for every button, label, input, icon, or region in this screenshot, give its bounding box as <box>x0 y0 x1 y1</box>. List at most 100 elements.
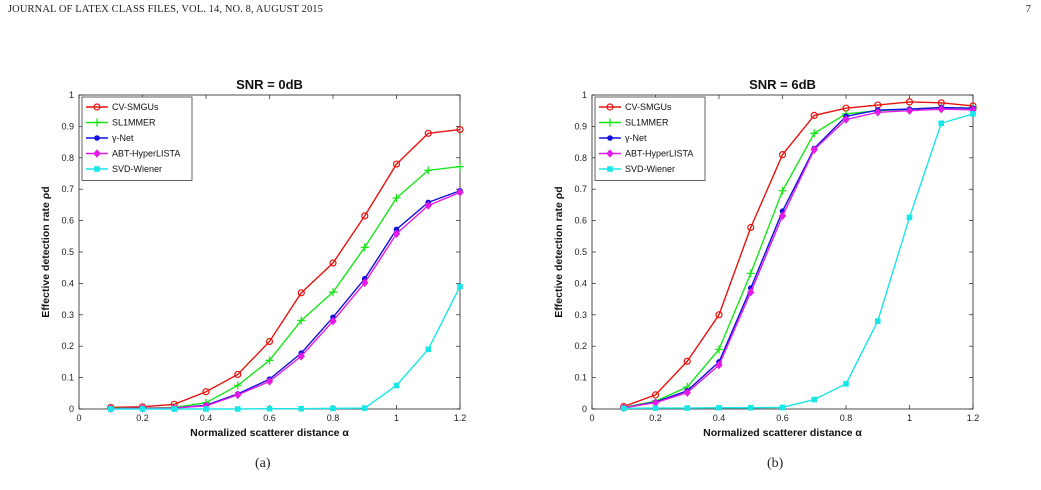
data-point <box>360 243 369 252</box>
y-tick-label: 0.1 <box>574 373 587 383</box>
x-tick-label: 1 <box>907 413 912 423</box>
data-point <box>234 406 241 412</box>
data-point <box>652 405 659 411</box>
x-tick-label: 0 <box>76 413 81 423</box>
legend-marker <box>607 135 613 141</box>
y-tick-label: 0.5 <box>61 247 74 257</box>
x-tick-label: 0.4 <box>200 413 213 423</box>
legend-label: SVD-Wiener <box>625 164 675 174</box>
y-tick-label: 0.4 <box>61 278 74 288</box>
y-tick-label: 0.1 <box>61 373 74 383</box>
legend-label: SVD-Wiener <box>112 164 162 174</box>
y-tick-label: 0.4 <box>574 278 587 288</box>
data-point <box>874 108 882 117</box>
series-line <box>623 113 974 410</box>
data-point <box>424 201 432 210</box>
data-point <box>297 352 305 361</box>
y-tick-label: 0.6 <box>574 216 587 226</box>
data-point <box>107 406 114 412</box>
data-point <box>715 311 723 319</box>
series-line <box>623 108 974 409</box>
data-point <box>393 382 400 389</box>
x-tick-label: 0.6 <box>263 413 276 423</box>
y-tick-label: 0 <box>582 404 587 414</box>
data-point <box>715 360 723 370</box>
series-sl1mmer <box>106 162 464 413</box>
y-tick-label: 0.3 <box>574 310 587 320</box>
series-cv-smgus <box>620 98 977 411</box>
data-point <box>810 145 818 154</box>
data-point <box>905 98 914 106</box>
data-point <box>234 390 242 400</box>
y-tick-label: 0 <box>69 404 74 414</box>
data-point <box>456 162 464 171</box>
data-point <box>329 316 337 326</box>
x-tick-label: 0.8 <box>840 413 853 423</box>
data-point <box>843 381 849 387</box>
legend-marker <box>93 103 101 111</box>
x-tick-label: 0.2 <box>649 413 662 423</box>
caption-b: (b) <box>767 456 784 471</box>
data-point <box>810 111 818 120</box>
legend-marker <box>94 135 100 141</box>
data-point <box>683 388 691 397</box>
legend-marker <box>94 166 100 172</box>
data-point <box>457 283 463 290</box>
y-tick-label: 0.7 <box>61 184 74 194</box>
data-point <box>424 129 432 137</box>
x-tick-label: 0 <box>589 413 594 423</box>
legend-label: γ-Net <box>625 133 647 143</box>
series-abt-hyperlista <box>107 188 464 413</box>
y-tick-label: 0.9 <box>61 121 74 131</box>
data-point <box>715 345 723 354</box>
data-point <box>202 388 210 396</box>
data-point <box>778 151 787 159</box>
data-point <box>234 370 242 379</box>
data-point <box>906 214 913 221</box>
legend-marker <box>93 118 101 127</box>
data-point <box>330 405 336 412</box>
legend-marker <box>606 149 614 158</box>
data-point <box>684 405 691 411</box>
legend-marker <box>606 118 614 127</box>
data-point <box>425 346 432 353</box>
data-point <box>265 337 274 346</box>
y-axis-label: Effective detection rate ρd <box>40 186 52 317</box>
series-line <box>623 106 974 409</box>
data-point <box>938 120 945 127</box>
x-tick-label: 0.2 <box>136 413 149 423</box>
y-tick-label: 0.7 <box>574 184 587 194</box>
data-point <box>297 316 306 325</box>
data-point <box>361 212 369 220</box>
legend: CV-SMGUs SL1MMER γ-Net ABT-HyperLISTA SVD-Wi… <box>594 96 706 181</box>
y-tick-label: 0.6 <box>61 216 74 226</box>
data-point <box>778 211 787 221</box>
data-point <box>683 357 691 365</box>
y-tick-label: 0.2 <box>61 341 74 351</box>
data-point <box>716 404 722 411</box>
y-tick-label: 0.9 <box>574 121 587 131</box>
x-tick-label: 1.2 <box>454 413 467 423</box>
series-line <box>110 286 461 410</box>
data-point <box>424 166 433 175</box>
chart-title: SNR = 0dB <box>236 77 303 92</box>
y-tick-label: 0.8 <box>574 153 587 163</box>
x-tick-label: 0.8 <box>327 413 340 423</box>
data-point <box>747 223 755 232</box>
x-axis-label: Normalized scatterer distance α <box>703 427 862 439</box>
data-point <box>970 111 976 117</box>
legend-label: SL1MMER <box>112 118 156 128</box>
data-point <box>329 259 337 267</box>
y-tick-label: 0.8 <box>61 153 74 163</box>
legend-label: ABT-HyperLISTA <box>625 149 693 159</box>
data-point <box>456 125 464 134</box>
data-point <box>329 288 337 297</box>
series-svd-wiener <box>620 111 976 412</box>
series-line <box>110 191 461 410</box>
data-point <box>842 115 850 124</box>
legend-box <box>594 96 706 181</box>
legend-label: SL1MMER <box>625 118 669 128</box>
data-point <box>778 186 787 195</box>
data-point <box>810 129 819 138</box>
